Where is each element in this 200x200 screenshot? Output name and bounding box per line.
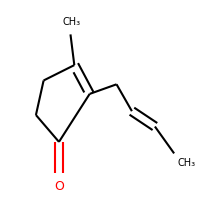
Text: CH₃: CH₃	[63, 17, 81, 27]
Text: CH₃: CH₃	[178, 158, 196, 168]
Text: O: O	[54, 180, 64, 193]
